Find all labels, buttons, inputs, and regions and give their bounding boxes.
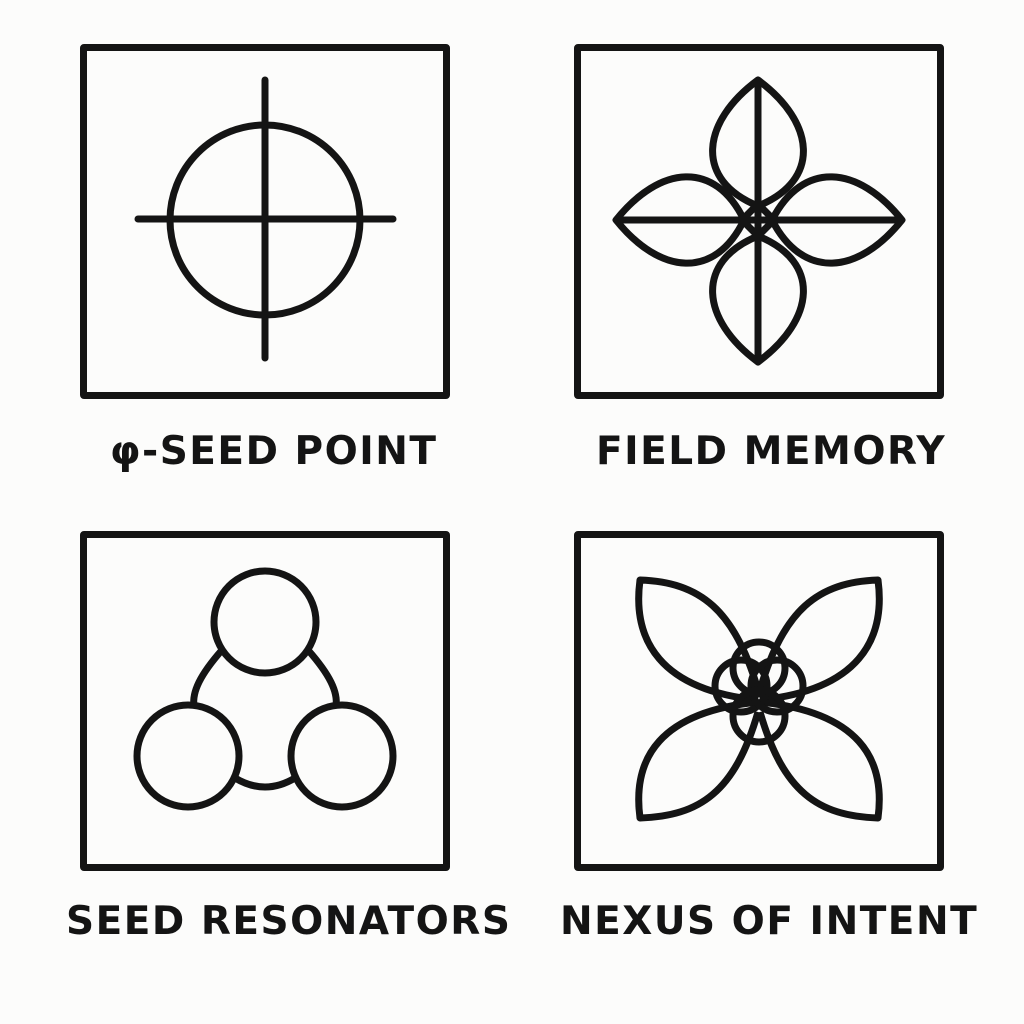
panel-frame-seed-point — [80, 44, 450, 399]
panel-label-field-memory: FIELD MEMORY — [596, 429, 947, 474]
core-circle-bottom — [729, 686, 789, 746]
petal-lower-right — [756, 698, 883, 822]
ring-arc-right — [305, 647, 340, 707]
petal-lower-left — [635, 698, 762, 822]
core-circle-right — [747, 656, 807, 716]
resonator-top — [210, 567, 320, 677]
panel-label-seed-resonators: SEED RESONATORS — [66, 899, 512, 944]
panel-frame-seed-resonators — [80, 531, 450, 871]
resonator-left — [133, 701, 243, 811]
panel-frame-field-memory — [574, 44, 944, 399]
petal-upper-left — [635, 576, 762, 704]
core-circle-left — [711, 656, 771, 716]
core-circle-top — [729, 638, 789, 698]
panel-frame-nexus-of-intent — [574, 531, 944, 871]
resonator-right — [287, 701, 397, 811]
ring-arc-left — [190, 647, 225, 707]
panel-label-nexus-of-intent: NEXUS OF INTENT — [560, 899, 979, 944]
panel-label-seed-point: φ-SEED POINT — [110, 429, 438, 474]
petal-upper-right — [756, 576, 883, 704]
ring-arc-bottom — [233, 774, 297, 791]
